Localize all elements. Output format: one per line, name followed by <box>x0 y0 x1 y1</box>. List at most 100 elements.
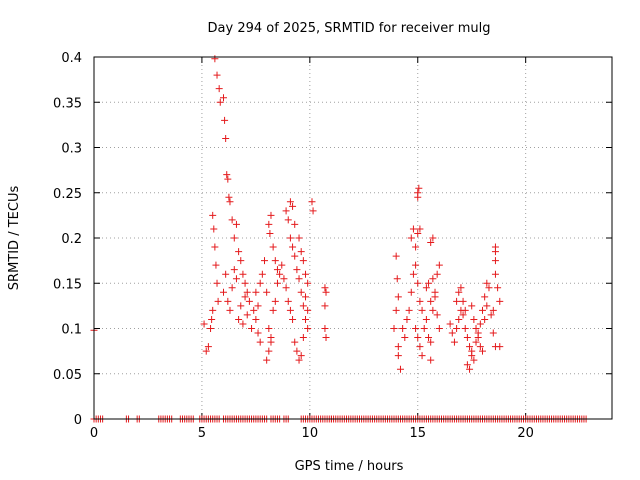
data-point <box>407 288 415 296</box>
data-point <box>425 334 433 342</box>
data-point <box>470 315 478 323</box>
data-point <box>286 306 294 314</box>
data-points <box>90 55 590 423</box>
data-point <box>265 325 273 332</box>
data-point <box>269 306 277 314</box>
data-point <box>237 302 245 310</box>
data-point <box>415 184 423 192</box>
data-point <box>297 248 305 256</box>
data-point <box>256 279 264 287</box>
data-point <box>468 302 476 310</box>
data-point <box>448 329 456 337</box>
data-point <box>204 343 212 351</box>
data-point <box>293 347 301 355</box>
data-point <box>461 325 469 332</box>
data-point <box>321 284 329 292</box>
data-point <box>453 297 461 305</box>
data-point <box>427 338 435 346</box>
data-point <box>457 284 465 292</box>
data-point <box>321 325 329 332</box>
data-point <box>463 361 471 369</box>
data-point <box>228 216 236 224</box>
data-point <box>302 315 310 323</box>
grid <box>94 57 612 419</box>
data-point <box>479 347 486 355</box>
x-tick-label: 15 <box>409 426 426 441</box>
data-point <box>321 302 329 310</box>
data-point <box>414 193 422 201</box>
data-point <box>254 302 262 310</box>
data-point <box>280 275 288 283</box>
data-point <box>472 338 480 346</box>
data-point <box>427 297 435 305</box>
data-point <box>235 315 243 323</box>
x-tick-label: 20 <box>517 426 534 441</box>
data-point <box>392 306 400 314</box>
data-point <box>295 234 303 242</box>
data-point <box>466 343 474 351</box>
data-point <box>289 202 297 210</box>
data-point <box>455 288 463 296</box>
data-point <box>461 306 469 314</box>
data-point <box>225 193 233 201</box>
data-point <box>213 279 221 287</box>
data-point <box>284 216 292 224</box>
data-point <box>394 293 402 301</box>
y-tick-label: 0 <box>74 413 82 428</box>
data-point <box>222 270 230 278</box>
data-point <box>273 279 281 287</box>
data-point <box>293 266 301 274</box>
data-point <box>299 334 307 342</box>
data-point <box>427 239 435 247</box>
data-point <box>232 275 240 283</box>
data-point <box>286 234 294 242</box>
x-axis-label: GPS time / hours <box>295 459 404 474</box>
data-point <box>295 275 303 283</box>
data-point <box>200 320 208 328</box>
data-point <box>208 315 216 323</box>
data-point <box>291 338 299 346</box>
data-point <box>254 329 262 337</box>
data-point <box>494 284 502 292</box>
y-tick-label: 0.25 <box>53 187 82 202</box>
data-point <box>418 306 426 314</box>
data-point <box>209 306 217 314</box>
y-tick-label: 0.3 <box>61 142 82 157</box>
data-point <box>416 343 424 351</box>
data-point <box>299 257 307 265</box>
data-point <box>496 297 504 305</box>
data-point <box>230 234 238 242</box>
data-point <box>263 288 271 296</box>
data-point <box>291 220 299 228</box>
data-point <box>252 288 260 296</box>
data-point <box>216 98 224 106</box>
data-point <box>214 297 222 305</box>
data-point <box>433 270 441 278</box>
data-point <box>252 315 260 323</box>
data-point <box>412 325 420 332</box>
data-point <box>429 306 437 314</box>
data-point <box>202 347 210 355</box>
data-point <box>235 248 243 256</box>
data-point <box>459 311 467 319</box>
data-point <box>396 365 404 373</box>
data-point <box>248 325 256 332</box>
y-tick-label: 0.2 <box>61 232 82 247</box>
data-point <box>394 343 402 351</box>
data-point <box>476 320 484 328</box>
data-point <box>295 356 303 364</box>
data-point <box>224 175 232 183</box>
data-point <box>403 315 411 323</box>
x-tick-label: 0 <box>90 426 98 441</box>
data-point <box>282 284 290 292</box>
data-point <box>273 266 281 274</box>
data-point <box>239 320 247 328</box>
data-point <box>491 257 499 265</box>
data-point <box>409 225 417 233</box>
data-point <box>483 302 491 310</box>
data-point <box>429 275 437 283</box>
data-point <box>289 315 297 323</box>
data-point <box>250 306 258 314</box>
x-tick-label: 5 <box>198 426 206 441</box>
data-point <box>284 297 292 305</box>
